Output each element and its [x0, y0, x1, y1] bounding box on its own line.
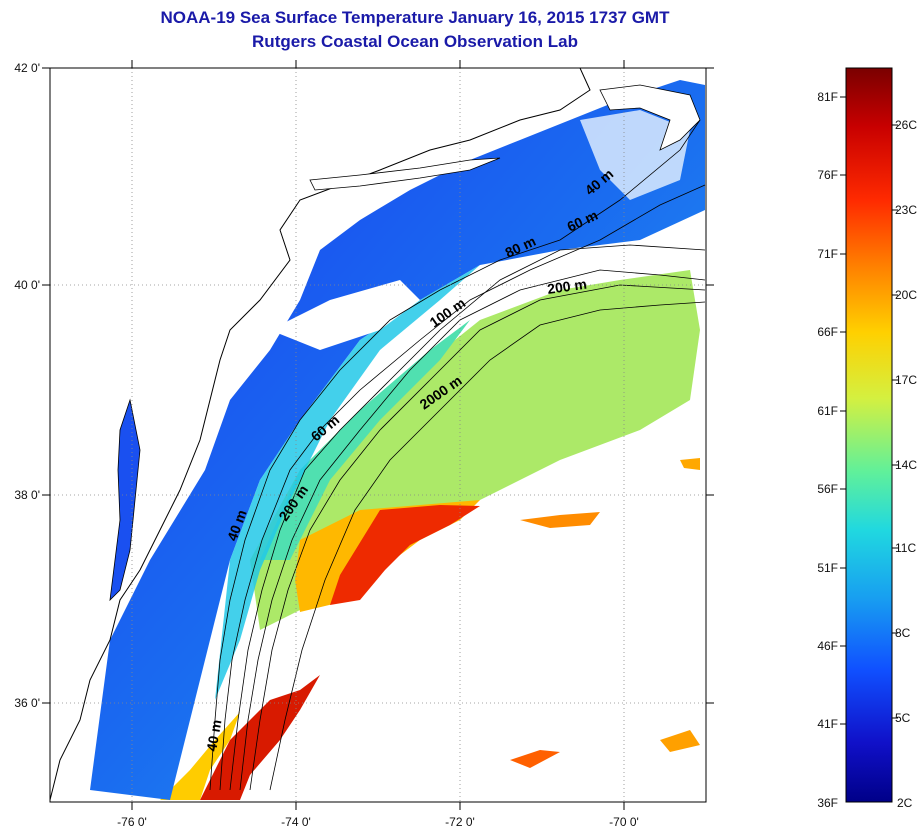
- isobath-100m: [239, 269, 706, 791]
- gulf-stream-south: [200, 675, 320, 800]
- slope-water-teal: [260, 320, 470, 560]
- colorbar-ticks: [840, 96, 898, 725]
- colorbar: [845, 67, 893, 803]
- lon-tick-label: -72 0': [445, 815, 475, 829]
- shelf-edge-cyan: [215, 265, 480, 700]
- colorbar-c-label: 26C: [895, 118, 917, 132]
- colorbar-f-label: 51F: [817, 561, 838, 575]
- colorbar-f-label: 66F: [817, 325, 838, 339]
- colorbar-f-label: 76F: [817, 168, 838, 182]
- isobath-label: 200 m: [546, 276, 588, 297]
- colorbar-c-label: 11C: [895, 541, 916, 555]
- colorbar-f-label: 81F: [817, 90, 838, 104]
- warm-patch-se2: [660, 730, 700, 752]
- sst-field: [90, 80, 705, 800]
- colorbar-f-label: 71F: [817, 247, 838, 261]
- isobath-80m: [229, 244, 706, 791]
- colorbar-c-label: 14C: [895, 458, 917, 472]
- lon-tick-label: -76 0': [117, 815, 147, 829]
- colorbar-f-label: 41F: [817, 717, 838, 731]
- isobath-2000m: [269, 301, 706, 791]
- map-subtitle: Rutgers Coastal Ocean Observation Lab: [252, 32, 578, 51]
- colorbar-c-label: 23C: [895, 203, 917, 217]
- chesapeake-bay: [109, 398, 141, 602]
- colorbar-c-label: 8C: [895, 626, 911, 640]
- map-title: NOAA-19 Sea Surface Temperature January …: [160, 8, 670, 27]
- cloud-gap: [270, 280, 420, 350]
- lat-tick-label: 42 0': [14, 61, 40, 75]
- lat-tick-label: 36 0': [14, 696, 40, 710]
- cloud-gap-north: [580, 110, 690, 200]
- isobath-lines: [209, 119, 706, 791]
- isobath-40m: [209, 119, 701, 791]
- colorbar-f-label: 46F: [817, 639, 838, 653]
- long-island: [309, 157, 501, 191]
- colorbar-f-label: 36F: [817, 796, 838, 810]
- gulf-stream-south-edge: [160, 712, 240, 800]
- isobath-60m: [219, 184, 706, 791]
- warm-patch-se: [510, 750, 560, 768]
- colorbar-f-label: 61F: [817, 404, 838, 418]
- isobath-200m: [249, 284, 706, 791]
- axis-tick-labels: -76 0' -74 0' -72 0' -70 0' 42 0' 40 0' …: [14, 61, 638, 829]
- warm-patch-far-east: [680, 458, 700, 470]
- colorbar-labels: 81F 76F 71F 66F 61F 56F 51F 46F 41F 36F …: [817, 90, 917, 810]
- coastline: [50, 68, 591, 801]
- graticule: [50, 68, 706, 802]
- cape-cod: [599, 84, 701, 151]
- colorbar-f-label: 56F: [817, 482, 838, 496]
- colorbar-c-label: 5C: [895, 711, 911, 725]
- axis-ticks: [42, 60, 714, 810]
- colorbar-c-label: 20C: [895, 288, 917, 302]
- colorbar-c-label: 2C: [897, 796, 913, 810]
- map-title-block: NOAA-19 Sea Surface Temperature January …: [0, 6, 830, 54]
- warm-patch-east: [520, 512, 600, 528]
- lat-tick-label: 40 0': [14, 278, 40, 292]
- isobath-label: 40 m: [203, 718, 224, 752]
- gulf-stream-core: [330, 505, 480, 605]
- lon-tick-label: -74 0': [281, 815, 311, 829]
- land-mass: [50, 68, 701, 801]
- lat-tick-label: 38 0': [14, 488, 40, 502]
- lon-tick-label: -70 0': [609, 815, 639, 829]
- colorbar-c-label: 17C: [895, 373, 917, 387]
- map-border: [49, 67, 707, 803]
